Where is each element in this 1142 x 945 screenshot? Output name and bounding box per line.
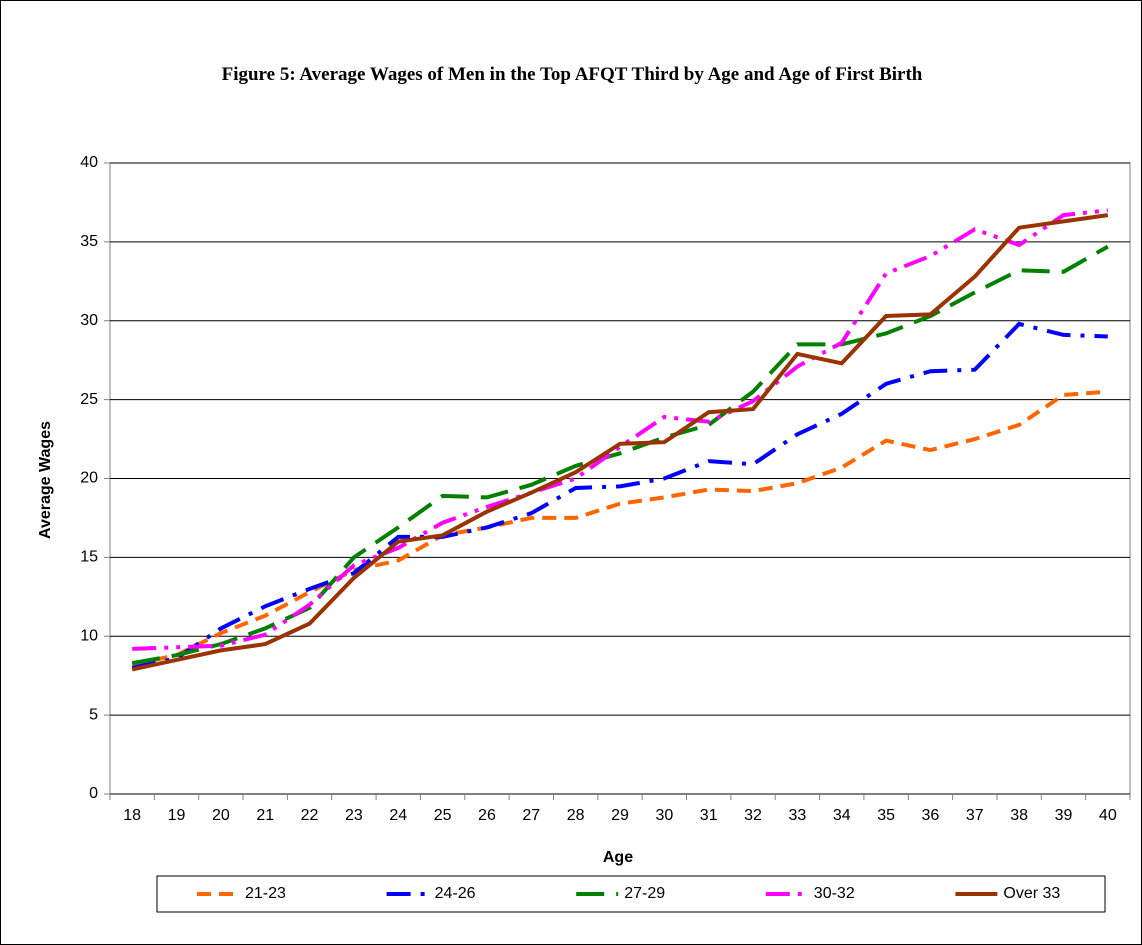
y-tick-label: 15 xyxy=(80,549,98,566)
y-tick-label: 5 xyxy=(89,706,98,723)
y-tick-label: 10 xyxy=(80,627,98,644)
x-tick-label: 36 xyxy=(922,807,940,824)
x-tick-label: 35 xyxy=(877,807,895,824)
x-tick-label: 19 xyxy=(168,807,186,824)
x-tick-label: 22 xyxy=(301,807,319,824)
x-tick-label: 33 xyxy=(788,807,806,824)
chart-title: Figure 5: Average Wages of Men in the To… xyxy=(221,64,923,85)
x-tick-label: 29 xyxy=(611,807,629,824)
y-tick-label: 20 xyxy=(80,470,98,487)
x-tick-label: 23 xyxy=(345,807,363,824)
x-tick-label: 40 xyxy=(1099,807,1117,824)
y-tick-label: 0 xyxy=(89,785,98,802)
y-tick-label: 35 xyxy=(80,233,98,250)
x-axis-title: Age xyxy=(603,849,633,866)
y-axis-title: Average Wages xyxy=(37,421,54,539)
x-tick-label: 24 xyxy=(389,807,407,824)
series-line xyxy=(131,213,1109,672)
x-tick-label: 38 xyxy=(1010,807,1028,824)
x-tick-label: 37 xyxy=(966,807,984,824)
x-tick-label: 34 xyxy=(833,807,851,824)
x-tick-label: 31 xyxy=(700,807,718,824)
x-tick-label: 26 xyxy=(478,807,496,824)
x-tick-label: 25 xyxy=(434,807,452,824)
x-tick-label: 30 xyxy=(655,807,673,824)
legend-label: 30-32 xyxy=(814,885,855,902)
legend-label: Over 33 xyxy=(1003,885,1060,902)
x-tick-label: 39 xyxy=(1055,807,1073,824)
series-line xyxy=(132,208,1109,651)
legend-label: 24-26 xyxy=(435,885,476,902)
x-tick-label: 28 xyxy=(567,807,585,824)
series-line xyxy=(131,321,1108,670)
legend-label: 27-29 xyxy=(624,885,665,902)
legend-box xyxy=(156,875,1106,913)
x-tick-label: 27 xyxy=(522,807,540,824)
legend-label: 21-23 xyxy=(245,885,286,902)
y-tick-label: 30 xyxy=(80,312,98,329)
x-tick-label: 18 xyxy=(123,807,141,824)
x-tick-label: 20 xyxy=(212,807,230,824)
x-tick-label: 32 xyxy=(744,807,762,824)
series-line xyxy=(131,389,1108,667)
y-tick-label: 25 xyxy=(80,391,98,408)
x-tick-label: 21 xyxy=(256,807,274,824)
y-tick-label: 40 xyxy=(80,154,98,171)
